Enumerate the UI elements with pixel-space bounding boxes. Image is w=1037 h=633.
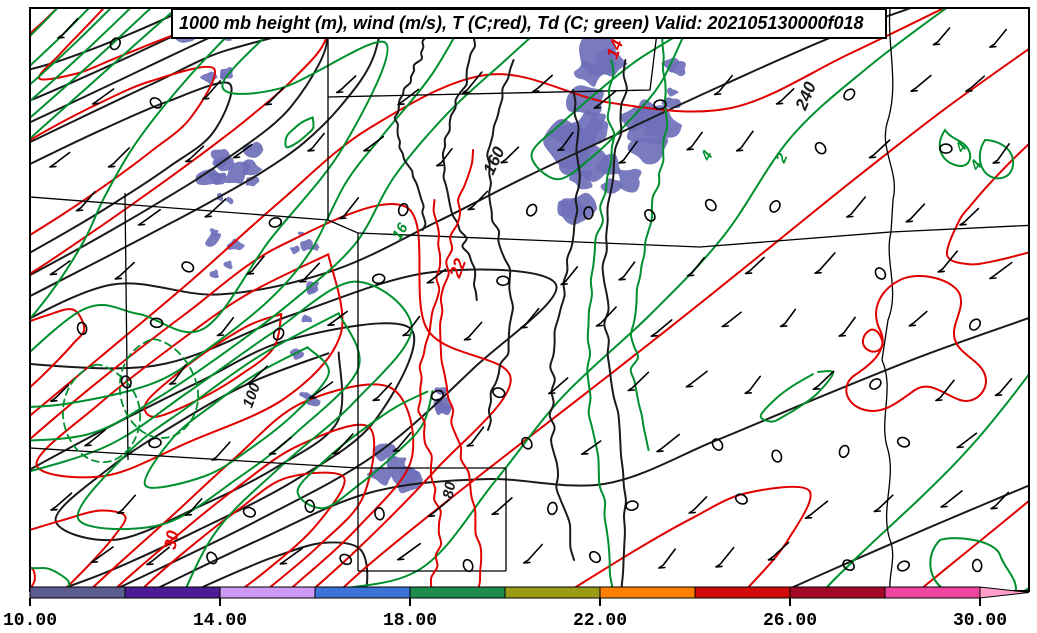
svg-text:30.00: 30.00 (953, 611, 1007, 631)
svg-text:26.00: 26.00 (763, 611, 817, 631)
svg-text:18.00: 18.00 (383, 611, 437, 631)
svg-text:22.00: 22.00 (573, 611, 627, 631)
svg-text:10.00: 10.00 (3, 611, 57, 631)
svg-text:14.00: 14.00 (193, 611, 247, 631)
